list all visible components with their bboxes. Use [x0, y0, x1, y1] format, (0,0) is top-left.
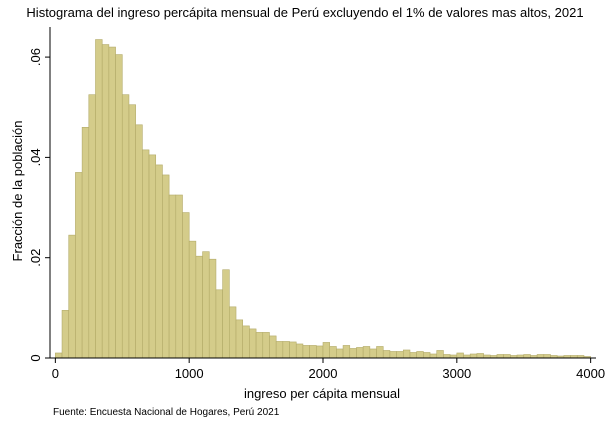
- histogram-bar: [316, 345, 324, 359]
- y-tick-label: .06: [28, 48, 43, 66]
- histogram-bar: [202, 251, 210, 359]
- histogram-bar: [88, 94, 96, 359]
- histogram-bar: [295, 343, 304, 359]
- histogram-bar: [342, 345, 351, 359]
- histogram-bar: [543, 354, 551, 359]
- histogram-bar: [68, 234, 76, 359]
- histogram-bar: [275, 341, 284, 359]
- histogram-bar: [75, 172, 83, 359]
- histogram-bar: [121, 94, 130, 359]
- histogram-bar: [523, 354, 531, 359]
- histogram-bar: [242, 325, 250, 359]
- histogram-bar: [289, 341, 297, 359]
- histogram-bar: [356, 347, 364, 359]
- histogram-bar: [396, 351, 404, 359]
- x-tick-label: 3000: [442, 366, 471, 381]
- x-ticks: 0 1000 2000 3000 4000: [52, 358, 605, 381]
- histogram-bar: [162, 174, 170, 359]
- histogram-bar: [208, 258, 217, 359]
- histogram-bar: [115, 54, 123, 359]
- histogram-bar: [389, 351, 397, 359]
- histogram-bar: [322, 342, 330, 359]
- histogram-bar: [536, 354, 545, 359]
- histogram-bar: [476, 353, 484, 359]
- histogram-bar: [469, 353, 478, 359]
- x-tick-label: 4000: [576, 366, 605, 381]
- histogram-bar: [302, 345, 310, 359]
- y-tick-label: 0: [28, 354, 43, 361]
- histogram-bar: [456, 352, 464, 359]
- histogram-bar: [402, 349, 411, 359]
- histogram-bar: [168, 194, 177, 359]
- histogram-bar: [108, 46, 116, 359]
- histogram-bar: [309, 345, 317, 359]
- histogram-bar: [135, 124, 143, 359]
- histogram-bar: [376, 346, 384, 359]
- histogram-bar: [382, 350, 391, 359]
- histogram-bar: [416, 351, 424, 359]
- histogram-bar: [182, 212, 190, 359]
- histogram-bar: [61, 310, 70, 359]
- source-note: Fuente: Encuesta Nacional de Hogares, Pe…: [53, 407, 280, 418]
- histogram-bar: [235, 319, 243, 359]
- x-tick-label: 2000: [309, 366, 338, 381]
- x-tick-label: 0: [52, 366, 59, 381]
- histogram-bar: [336, 348, 344, 359]
- histogram-bar: [255, 332, 264, 359]
- x-tick-label: 1000: [175, 366, 204, 381]
- histogram-bar: [329, 346, 337, 359]
- y-tick-label: .04: [28, 148, 43, 166]
- histogram-bar: [429, 353, 438, 359]
- histogram-bar: [101, 44, 110, 359]
- histogram-bar: [142, 149, 150, 359]
- histogram-bar: [282, 341, 290, 359]
- histogram-bar: [128, 104, 136, 359]
- histogram-bar: [496, 354, 504, 359]
- histogram-bar: [81, 127, 90, 359]
- chart-title: Histograma del ingreso percápita mensual…: [26, 5, 583, 20]
- histogram-bar: [222, 269, 230, 359]
- histogram-bar: [175, 194, 183, 359]
- histogram-bar: [443, 354, 451, 359]
- histogram-bar: [262, 332, 270, 359]
- histogram-bar: [423, 352, 431, 359]
- histogram-bar: [249, 328, 257, 359]
- x-axis-label: ingreso per cápita mensual: [244, 386, 400, 401]
- histogram-bar: [436, 350, 444, 359]
- histogram-bar: [362, 346, 371, 359]
- histogram-bar: [369, 348, 377, 359]
- y-tick-label: .02: [28, 249, 43, 267]
- histogram-bar: [349, 348, 357, 359]
- histogram-bar: [148, 154, 157, 359]
- histogram-bar: [195, 255, 203, 359]
- histogram-bar: [155, 164, 163, 359]
- histogram-bar: [503, 354, 511, 359]
- y-ticks: 0 .02 .04 .06: [28, 48, 50, 362]
- histogram-bar: [55, 352, 63, 359]
- histogram-bar: [409, 352, 417, 359]
- histogram-bar: [229, 306, 237, 359]
- histogram-bar: [95, 39, 103, 359]
- histogram-bar: [215, 289, 223, 359]
- histogram-bar: [269, 335, 277, 359]
- y-axis-label: Fracción de la población: [10, 121, 25, 262]
- histogram-bar: [188, 240, 197, 359]
